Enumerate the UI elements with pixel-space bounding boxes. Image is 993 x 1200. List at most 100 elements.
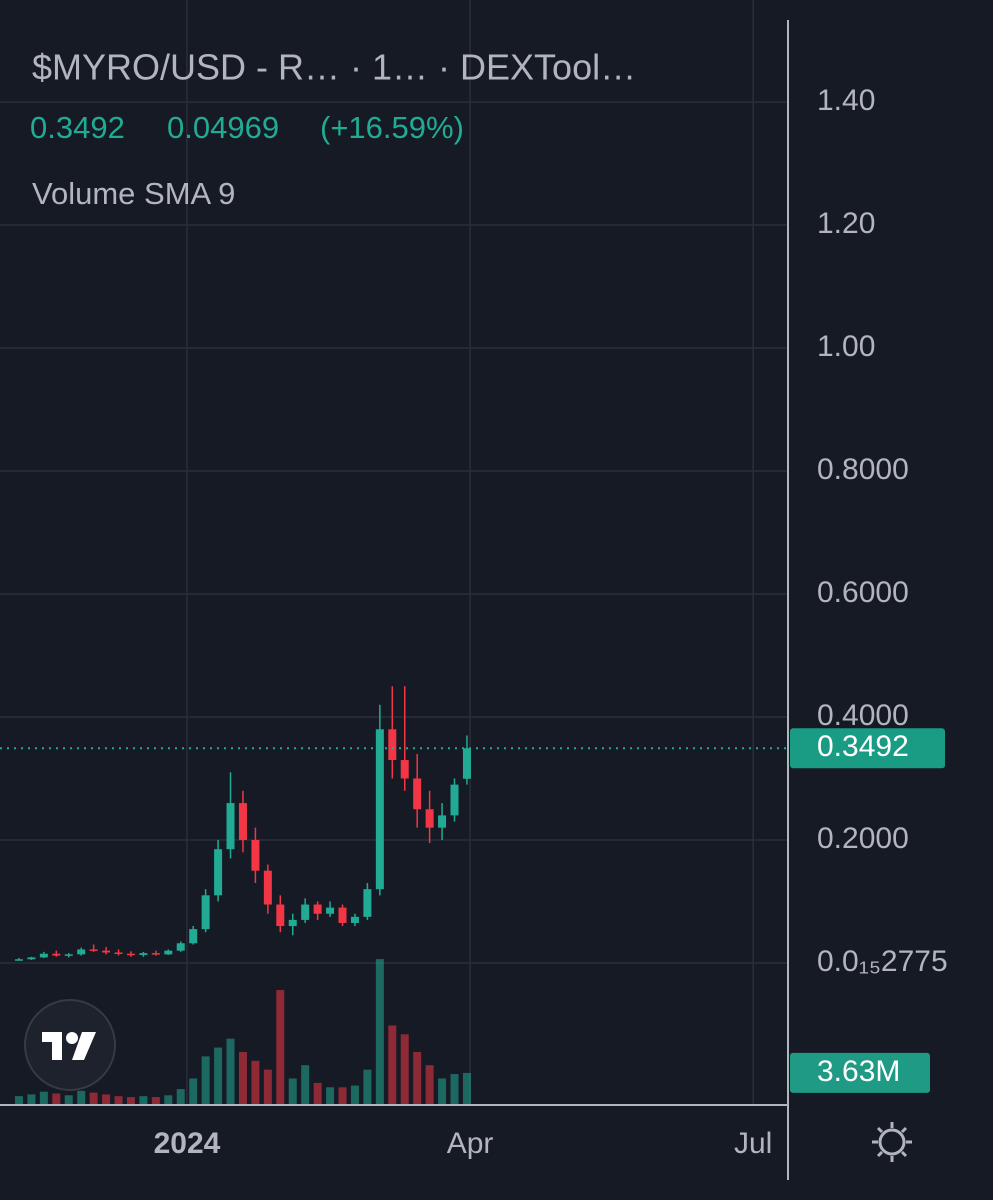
volume-bar	[276, 990, 285, 1105]
volume-bar	[77, 1090, 86, 1105]
volume-bar	[39, 1091, 48, 1105]
candle-body	[288, 919, 297, 927]
volume-bar	[64, 1095, 73, 1105]
candles	[14, 686, 471, 961]
volume-bar	[114, 1096, 123, 1105]
volume-last-box	[790, 1052, 930, 1093]
y-tick-label: 1.20	[817, 207, 875, 240]
candle-body	[14, 959, 23, 961]
candle-body	[201, 895, 210, 930]
candle-body	[326, 907, 335, 914]
tradingview-logo	[24, 999, 116, 1091]
candle-body	[126, 953, 135, 956]
candle-body	[363, 889, 372, 917]
volume-last-label: 3.63M	[817, 1055, 900, 1088]
volume-bars	[14, 959, 471, 1105]
volume-bar	[139, 1096, 148, 1105]
candle-body	[27, 957, 36, 960]
volume-bar	[425, 1065, 434, 1105]
candle-body	[375, 729, 384, 890]
candle-body	[413, 778, 422, 810]
candle-body	[89, 949, 98, 951]
volume-bar	[375, 959, 384, 1105]
grid	[0, 0, 788, 1105]
volume-bar	[52, 1093, 61, 1105]
candle-body	[176, 943, 185, 951]
volume-bar	[226, 1038, 235, 1105]
candle-body	[388, 729, 397, 761]
candle-body	[139, 953, 148, 955]
volume-bar	[438, 1078, 447, 1105]
y-tick-label: 0.2000	[817, 822, 909, 855]
y-tick-label: 0.4000	[817, 699, 909, 732]
candle-body	[313, 904, 322, 914]
volume-bar	[450, 1074, 459, 1105]
volume-bar	[238, 1051, 247, 1105]
axis-labels: 0.0₁₅2775 0.2000 0.4000 0.6000 0.8000 1.00 1.2…	[0, 84, 948, 1160]
candle-body	[189, 929, 198, 944]
volume-bar	[126, 1097, 135, 1105]
candle-body	[338, 907, 347, 923]
last-price-box	[790, 728, 945, 769]
volume-bar	[164, 1095, 173, 1105]
candle-body	[450, 784, 459, 816]
volume-bar	[288, 1078, 297, 1105]
x-tick-label: 2024	[154, 1127, 221, 1160]
volume-bar	[363, 1069, 372, 1105]
volume-bar	[89, 1092, 98, 1105]
candle-body	[64, 954, 73, 956]
x-tick-label: Apr	[447, 1127, 494, 1160]
volume-bar	[413, 1051, 422, 1105]
volume-bar	[189, 1078, 198, 1105]
candle-body	[350, 916, 359, 923]
volume-bar	[151, 1097, 160, 1105]
volume-bar	[400, 1034, 409, 1105]
change: 0.04969	[167, 110, 279, 145]
candle-body	[114, 952, 123, 955]
candle-body	[164, 950, 173, 955]
last-price-label: 0.3492	[817, 730, 909, 763]
volume-bar	[14, 1096, 23, 1105]
volume-bar	[338, 1087, 347, 1105]
candle-body	[425, 809, 434, 828]
y-tick-label: 0.0₁₅2775	[817, 945, 948, 978]
volume-bar	[214, 1047, 223, 1105]
volume-bar	[326, 1087, 335, 1105]
change-percent: (+16.59%)	[320, 110, 464, 145]
volume-bar	[313, 1082, 322, 1105]
candle-body	[263, 870, 272, 905]
volume-bar	[301, 1065, 310, 1105]
volume-bar	[176, 1089, 185, 1105]
candle-body	[238, 803, 247, 840]
volume-bar	[27, 1094, 36, 1105]
candle-body	[102, 950, 111, 953]
candle-body	[438, 815, 447, 828]
y-tick-label: 0.8000	[817, 453, 909, 486]
candle-body	[301, 904, 310, 920]
last-price: 0.3492	[30, 110, 125, 145]
symbol-title: $MYRO/USD - R… · 1… · DEXTool…	[32, 47, 636, 88]
candle-body	[52, 953, 61, 956]
volume-bar	[462, 1072, 471, 1105]
volume-bar	[251, 1060, 260, 1105]
volume-bar	[201, 1056, 210, 1105]
candle-body	[39, 953, 48, 958]
volume-bar	[388, 1025, 397, 1105]
candle-body	[77, 949, 86, 955]
candle-body	[226, 803, 235, 850]
y-tick-label: 1.00	[817, 330, 875, 363]
volume-bar	[263, 1069, 272, 1105]
candle-body	[462, 748, 471, 779]
settings-icon[interactable]	[872, 1122, 912, 1162]
candle-body	[151, 953, 160, 955]
candle-body	[214, 849, 223, 896]
volume-bar	[102, 1094, 111, 1105]
y-tick-label: 1.40	[817, 84, 875, 117]
x-tick-label: Jul	[734, 1127, 772, 1160]
indicator-label: Volume SMA 9	[32, 176, 235, 211]
candle-body	[276, 904, 285, 927]
y-tick-label: 0.6000	[817, 576, 909, 609]
